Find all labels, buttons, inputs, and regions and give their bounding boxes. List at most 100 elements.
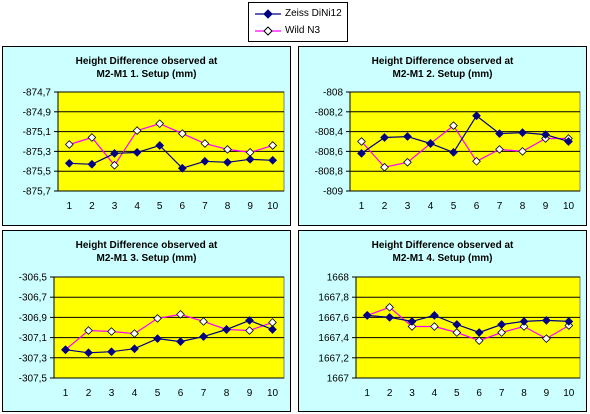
data-point-zeiss [222, 325, 231, 334]
data-point-zeiss [519, 317, 529, 326]
data-point-wild [155, 119, 165, 129]
data-point-wild [84, 326, 93, 335]
chart-title-line-2: M2-M1 4. Setup (mm) [392, 253, 493, 264]
chart-title-line-1: Height Difference observed at [371, 56, 514, 67]
chart-panel-setup-3: Height Difference observed at M2-M1 3. S… [2, 230, 291, 412]
y-tick-label: 1667,4 [318, 333, 349, 344]
data-point-zeiss [407, 317, 417, 326]
y-tick-label: -306,5 [19, 273, 48, 284]
x-tick-label: 7 [201, 388, 207, 399]
plot-area [349, 91, 581, 192]
data-point-zeiss [564, 317, 574, 326]
y-tick-label: -808,4 [315, 127, 344, 138]
x-tick-label: 5 [451, 201, 457, 212]
data-point-zeiss [518, 128, 527, 137]
y-tick-label: -306,7 [19, 293, 48, 304]
series-line-zeiss [361, 114, 569, 154]
x-tick-label: 8 [224, 388, 230, 399]
data-point-wild [403, 157, 412, 167]
data-point-zeiss [542, 316, 551, 325]
data-point-wild [380, 162, 389, 172]
y-tick-label: -808,6 [315, 147, 344, 158]
x-tick-label: 9 [543, 201, 549, 212]
chart-panel-setup-4: Height Difference observed at M2-M1 4. S… [298, 230, 587, 412]
data-point-zeiss [268, 155, 278, 165]
x-tick-label: 3 [409, 388, 415, 399]
data-point-zeiss [155, 141, 165, 150]
y-tick-label: -808,8 [315, 167, 344, 178]
data-point-wild [518, 147, 527, 156]
data-point-wild [474, 336, 484, 345]
x-tick-label: 6 [474, 201, 480, 212]
data-point-zeiss [541, 130, 550, 139]
y-tick-label: -307,3 [19, 353, 48, 364]
data-point-zeiss [564, 137, 573, 146]
chart-title-line-2: M2-M1 3. Setup (mm) [96, 253, 197, 264]
y-tick-label: -307,1 [19, 333, 48, 344]
data-point-wild [107, 327, 116, 336]
x-tick-label: 9 [544, 388, 550, 399]
data-point-zeiss [176, 337, 185, 347]
data-point-wild [177, 129, 187, 138]
x-tick-label: 8 [521, 388, 527, 399]
data-point-wild [449, 121, 458, 131]
y-tick-label: -875,3 [23, 147, 52, 158]
data-point-zeiss [245, 316, 254, 325]
data-point-zeiss [426, 139, 435, 148]
x-tick-label: 3 [405, 201, 411, 212]
data-point-wild [497, 328, 506, 337]
data-point-wild [87, 133, 97, 142]
x-tick-label: 4 [134, 201, 140, 212]
data-point-zeiss [245, 154, 255, 164]
data-point-wild [176, 310, 185, 319]
data-point-zeiss [223, 157, 232, 167]
x-tick-label: 10 [267, 388, 279, 399]
x-tick-label: 10 [267, 201, 279, 212]
x-tick-label: 2 [382, 201, 388, 212]
x-tick-label: 6 [476, 388, 482, 399]
data-point-zeiss [380, 133, 389, 142]
x-tick-label: 10 [563, 388, 575, 399]
x-tick-label: 1 [359, 201, 365, 212]
data-point-wild [495, 145, 504, 154]
series-line-wild [366, 306, 570, 342]
x-tick-label: 6 [180, 201, 186, 212]
data-point-wild [268, 141, 278, 150]
data-point-zeiss [64, 158, 74, 168]
x-tick-label: 2 [387, 388, 393, 399]
x-tick-label: 5 [157, 201, 163, 212]
data-point-zeiss [200, 156, 210, 166]
series-line-zeiss [367, 314, 569, 334]
x-tick-label: 7 [497, 201, 503, 212]
y-tick-label: 1668 [327, 273, 350, 284]
data-point-zeiss [61, 345, 70, 355]
data-point-zeiss [107, 347, 116, 357]
data-point-zeiss [495, 129, 504, 138]
x-tick-label: 9 [247, 388, 253, 399]
legend-label-wild: Wild N3 [285, 25, 321, 36]
data-point-wild [64, 140, 74, 149]
data-point-zeiss [452, 320, 462, 329]
x-tick-label: 2 [89, 201, 95, 212]
data-point-zeiss [87, 159, 97, 169]
x-tick-label: 8 [225, 201, 231, 212]
chart-svg-setup-3: -306,5 -306,7 -306,9 -307,1 -307,3 -307,5 1 2 3 4… [19, 273, 285, 399]
chart-svg-setup-4: 1668 1667,8 1667,6 1667,4 1667,2 1667 1 2 3 4 5 6 7 8… [318, 273, 581, 399]
y-tick-label: 1667,8 [318, 293, 349, 304]
y-tick-label: -306,9 [19, 313, 48, 324]
series-line-wild [361, 124, 569, 168]
data-point-wild [110, 160, 119, 170]
data-point-zeiss [472, 111, 481, 121]
x-tick-label: 7 [499, 388, 505, 399]
series-line-zeiss [65, 319, 273, 354]
x-tick-label: 1 [67, 201, 73, 212]
x-tick-label: 4 [132, 388, 138, 399]
series-line-wild [65, 313, 273, 351]
y-tick-label: -875,5 [23, 167, 52, 178]
y-tick-label: -874,9 [23, 107, 52, 118]
data-point-wild [245, 326, 254, 335]
data-point-wild [519, 322, 529, 331]
data-point-zeiss [403, 132, 412, 141]
y-tick-label: -875,1 [23, 127, 52, 138]
data-point-zeiss [357, 149, 366, 158]
